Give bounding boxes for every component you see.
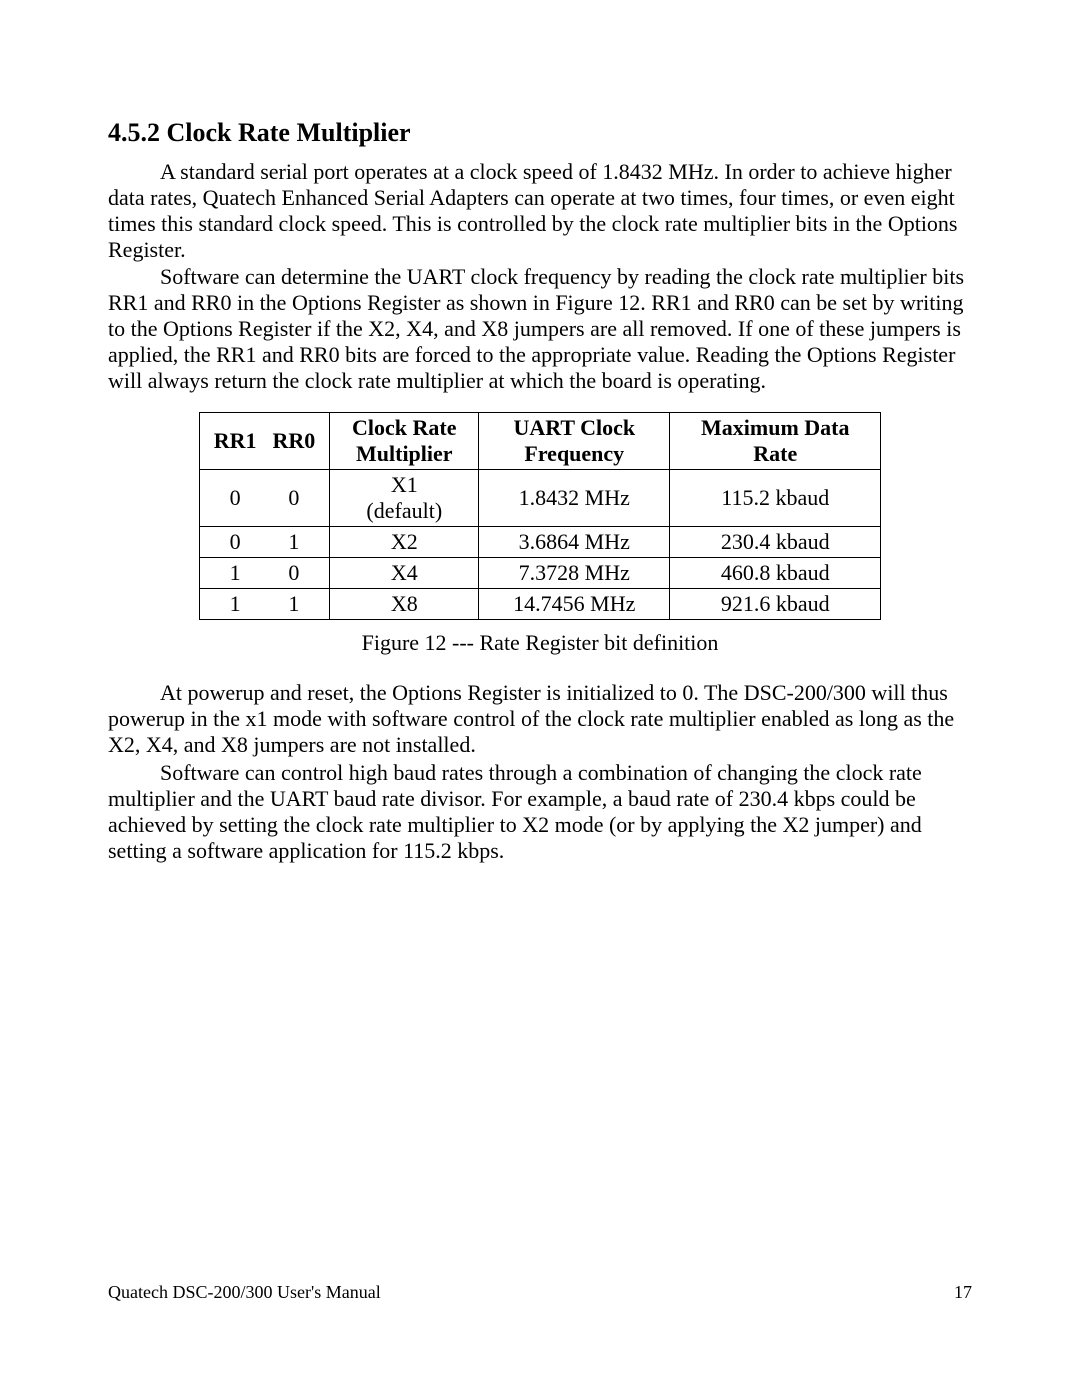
cell-rate: 921.6 kbaud <box>670 588 881 619</box>
col-header-rate-line2: Rate <box>753 441 797 466</box>
footer-left: Quatech DSC-200/300 User's Manual <box>108 1282 381 1303</box>
page: 4.5.2 Clock Rate Multiplier A standard s… <box>0 0 1080 1397</box>
cell-rate: 115.2 kbaud <box>670 470 881 527</box>
cell-rate: 230.4 kbaud <box>670 527 881 558</box>
paragraph-2: Software can determine the UART clock fr… <box>108 264 972 394</box>
col-header-rr0: RR0 <box>265 413 330 470</box>
footer-page-number: 17 <box>954 1282 972 1303</box>
cell-multiplier: X4 <box>330 558 479 589</box>
paragraph-3: At powerup and reset, the Options Regist… <box>108 680 972 758</box>
col-header-frequency-line1: UART Clock <box>513 415 635 440</box>
col-header-frequency: UART Clock Frequency <box>479 413 670 470</box>
cell-rr1: 1 <box>199 588 264 619</box>
cell-multiplier: X8 <box>330 588 479 619</box>
cell-rr0: 0 <box>265 470 330 527</box>
cell-multiplier-line2: (default) <box>366 498 442 523</box>
cell-multiplier-line1: X1 <box>391 472 418 497</box>
page-footer: Quatech DSC-200/300 User's Manual 17 <box>108 1282 972 1303</box>
col-header-rr1: RR1 <box>199 413 264 470</box>
cell-frequency: 3.6864 MHz <box>479 527 670 558</box>
table-row: 0 1 X2 3.6864 MHz 230.4 kbaud <box>199 527 881 558</box>
cell-rr1: 0 <box>199 527 264 558</box>
col-header-rate-line1: Maximum Data <box>701 415 849 440</box>
cell-rate: 460.8 kbaud <box>670 558 881 589</box>
col-header-multiplier-line2: Multiplier <box>356 441 453 466</box>
col-header-rate: Maximum Data Rate <box>670 413 881 470</box>
cell-rr0: 1 <box>265 527 330 558</box>
table-header-row: RR1 RR0 Clock Rate Multiplier UART Clock… <box>199 413 881 470</box>
col-header-multiplier-line1: Clock Rate <box>352 415 456 440</box>
cell-frequency: 14.7456 MHz <box>479 588 670 619</box>
table-row: 0 0 X1 (default) 1.8432 MHz 115.2 kbaud <box>199 470 881 527</box>
rate-register-table: RR1 RR0 Clock Rate Multiplier UART Clock… <box>199 412 882 620</box>
cell-multiplier: X2 <box>330 527 479 558</box>
col-header-multiplier: Clock Rate Multiplier <box>330 413 479 470</box>
paragraph-1: A standard serial port operates at a clo… <box>108 159 972 263</box>
cell-rr1: 1 <box>199 558 264 589</box>
cell-frequency: 1.8432 MHz <box>479 470 670 527</box>
figure-caption: Figure 12 --- Rate Register bit definiti… <box>108 630 972 656</box>
table-row: 1 0 X4 7.3728 MHz 460.8 kbaud <box>199 558 881 589</box>
cell-multiplier: X1 (default) <box>330 470 479 527</box>
cell-frequency: 7.3728 MHz <box>479 558 670 589</box>
col-header-frequency-line2: Frequency <box>524 441 624 466</box>
cell-rr0: 0 <box>265 558 330 589</box>
cell-rr1: 0 <box>199 470 264 527</box>
table-row: 1 1 X8 14.7456 MHz 921.6 kbaud <box>199 588 881 619</box>
paragraph-4: Software can control high baud rates thr… <box>108 760 972 864</box>
section-heading: 4.5.2 Clock Rate Multiplier <box>108 118 972 149</box>
cell-rr0: 1 <box>265 588 330 619</box>
